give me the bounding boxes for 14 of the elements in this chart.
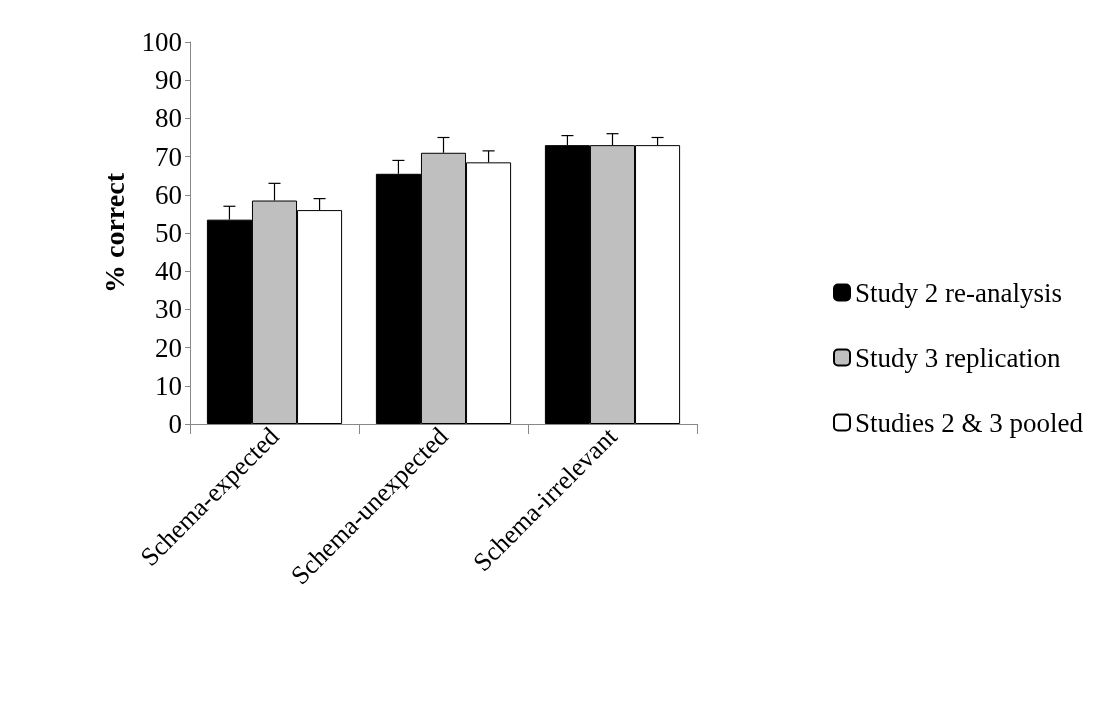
y-tick-label: 100 — [141, 27, 182, 57]
y-tick-label: 50 — [155, 218, 182, 248]
y-tick-label: 30 — [155, 294, 182, 325]
legend-label: Studies 2 & 3 pooled — [855, 407, 1084, 438]
y-axis-title: % correct — [98, 172, 130, 293]
y-tick-label: 10 — [155, 370, 182, 401]
y-tick-label: 40 — [155, 256, 182, 287]
legend-label: Study 2 re-analysis — [855, 277, 1062, 308]
y-tick-label: 20 — [155, 332, 182, 363]
y-tick-label: 90 — [155, 65, 182, 96]
y-tick-label: 80 — [155, 103, 182, 134]
y-tick-label: 60 — [155, 179, 182, 210]
legend-label: Study 3 replication — [855, 342, 1061, 373]
y-tick-label: 70 — [155, 141, 182, 172]
